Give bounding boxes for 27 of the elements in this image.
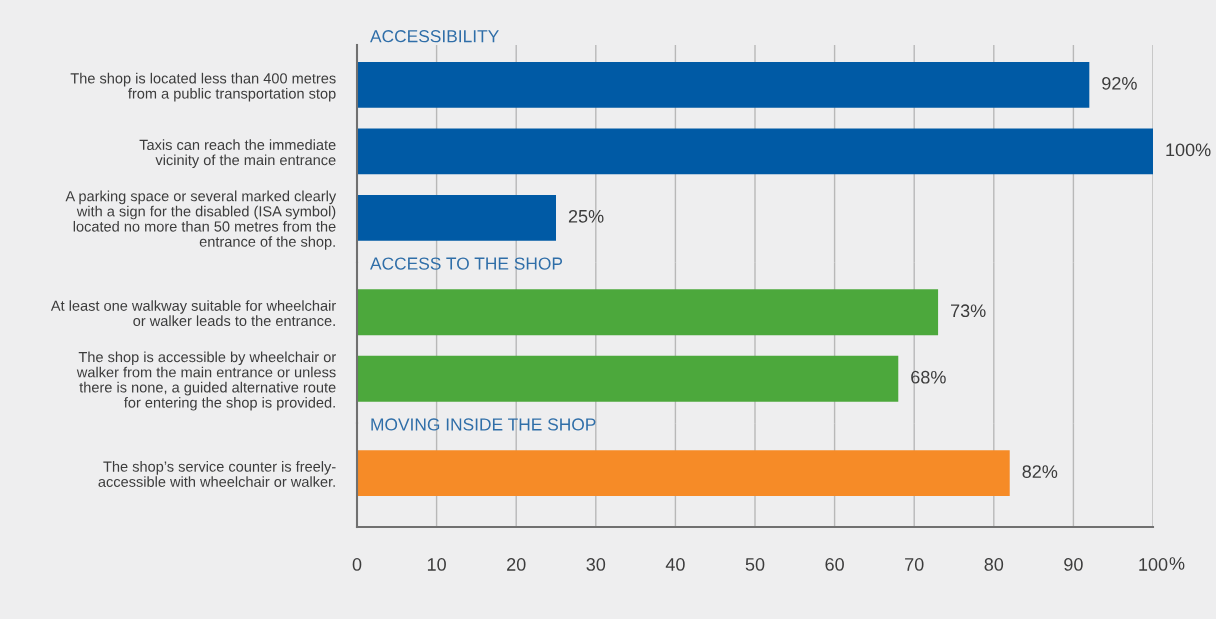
x-tick-label: 50 <box>745 558 765 571</box>
data-label: 73% <box>951 304 986 318</box>
data-label: 25% <box>568 209 604 223</box>
chart-title: ACCESSIBILITY <box>370 30 499 43</box>
x-tick-label: 40 <box>665 558 685 571</box>
data-label: 68% <box>911 370 946 384</box>
data-label: 100% <box>1166 143 1211 157</box>
x-tick-label: 80 <box>984 558 1004 571</box>
x-tick-label: 10 <box>427 558 446 571</box>
x-tick-label: 0 <box>352 558 362 571</box>
x-tick-label: 100 <box>1139 558 1168 571</box>
x-tick-label: 90 <box>1064 558 1083 571</box>
x-tick-label: 20 <box>507 558 526 571</box>
y-tick-label: The shop’s service counter is freely- accessible with wheelchair or walker. <box>98 461 336 487</box>
x-axis-title: % <box>1169 557 1185 570</box>
x-tick-label: 70 <box>905 558 924 571</box>
chart-title: MOVING INSIDE THE SHOP <box>371 418 596 431</box>
y-tick-label: At least one walkway suitable for wheelchair or walker leads to the entrance. <box>50 300 336 327</box>
y-tick-label: The shop is located less than 400 metres from a public transportation stop <box>70 72 336 102</box>
data-label: 82% <box>1022 465 1058 478</box>
y-tick-label: The shop is accessible by wheelchair or walker from the main entrance or unless there is none, a guided alternative route for entering the shop is provided. <box>76 351 336 411</box>
data-label: 92% <box>1102 76 1137 90</box>
x-tick-label: 30 <box>586 558 606 571</box>
x-tick-label: 60 <box>825 558 844 571</box>
y-tick-label: A parking space or several marked clearly with a sign for the disabled (ISA symbol) located no more than 50 metres from the entrance of the shop. <box>65 190 337 250</box>
chart-title: ACCESS TO THE SHOP <box>370 257 563 270</box>
y-tick-label: Taxis can reach the immediate vicinity of the main entrance <box>139 139 336 169</box>
